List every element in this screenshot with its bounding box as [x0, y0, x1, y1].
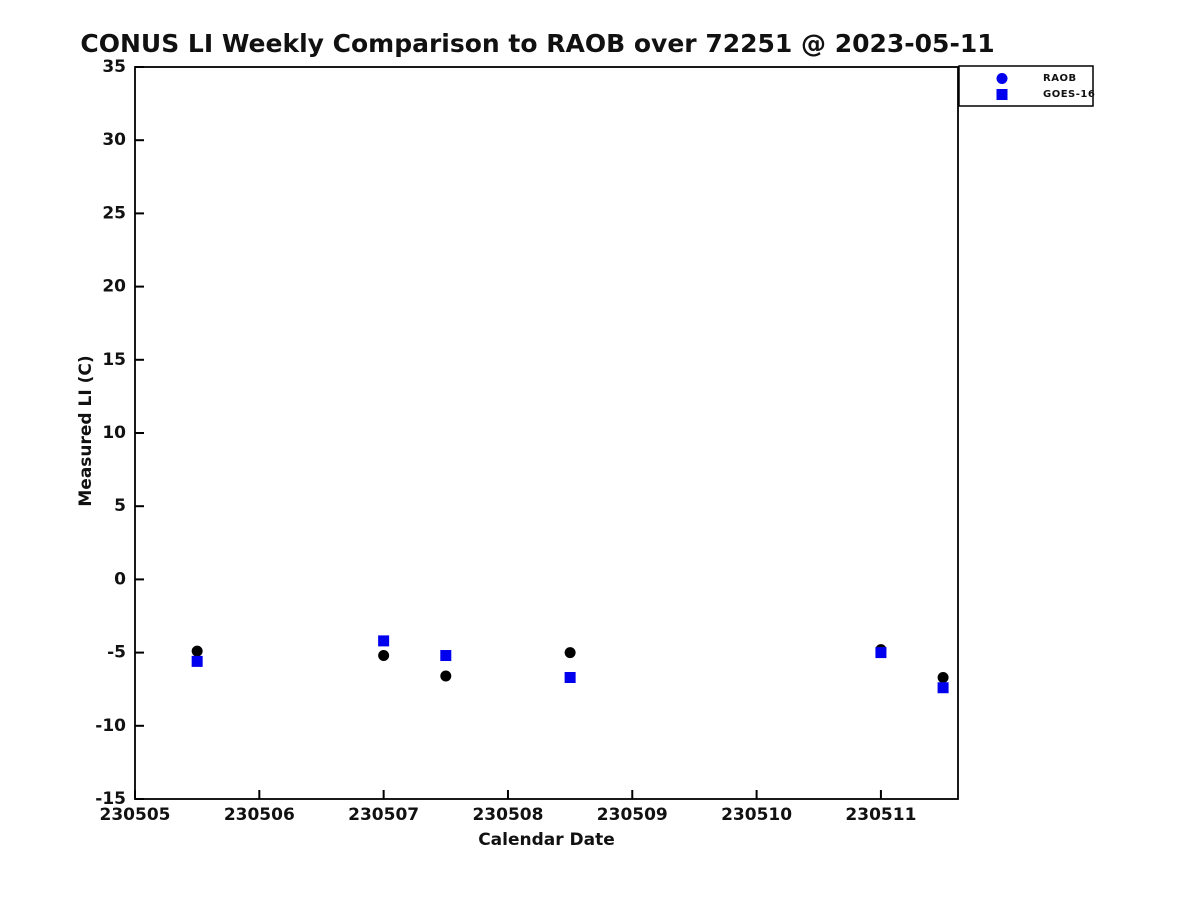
y-axis-label: Measured LI (C): [76, 355, 96, 507]
goes-16-marker: [191, 655, 203, 667]
x-tick-label: 230506: [224, 805, 295, 825]
goes-16-marker: [937, 682, 949, 694]
x-tick-label: 230510: [721, 805, 792, 825]
y-tick-label: 20: [102, 277, 126, 297]
goes-16-marker: [564, 671, 576, 683]
legend-goes-16-label: GOES-16: [1043, 89, 1095, 100]
x-axis-label: Calendar Date: [478, 830, 615, 850]
y-tick-label: 25: [102, 203, 126, 223]
raob-marker: [191, 645, 203, 657]
y-tick-label: -5: [107, 643, 126, 663]
x-tick-label: 230505: [100, 805, 171, 825]
legend-raob-marker: [996, 73, 1008, 84]
legend-box: [958, 65, 1094, 107]
x-tick-label: 230509: [597, 805, 668, 825]
x-tick-label: 230511: [845, 805, 916, 825]
goes-16-marker: [875, 647, 887, 659]
legend-goes-16-marker: [996, 89, 1008, 100]
plot-border: [134, 66, 959, 800]
y-tick-label: 0: [114, 569, 126, 589]
raob-marker: [564, 647, 576, 659]
y-tick-label: 15: [102, 350, 126, 370]
goes-16-marker: [440, 650, 452, 662]
raob-marker: [378, 650, 390, 662]
y-tick-label: -10: [95, 716, 126, 736]
y-tick-label: 35: [102, 57, 126, 77]
chart-title: CONUS LI Weekly Comparison to RAOB over …: [80, 29, 995, 58]
y-tick-label: 30: [102, 130, 126, 150]
raob-marker: [937, 671, 949, 683]
raob-marker: [440, 670, 452, 682]
y-tick-label: 10: [102, 423, 126, 443]
legend-raob-label: RAOB: [1043, 73, 1077, 84]
y-tick-label: 5: [114, 496, 126, 516]
goes-16-marker: [378, 635, 390, 647]
x-tick-label: 230507: [348, 805, 419, 825]
x-tick-label: 230508: [472, 805, 543, 825]
y-tick-label: -15: [95, 789, 126, 809]
